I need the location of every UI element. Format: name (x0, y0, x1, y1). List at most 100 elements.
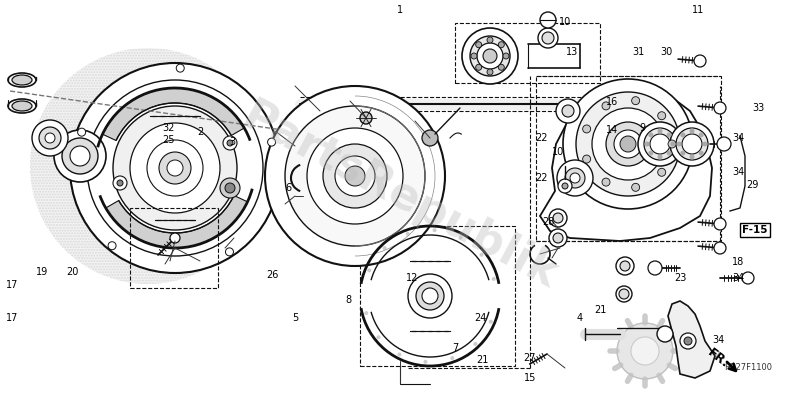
Circle shape (680, 333, 696, 349)
Circle shape (406, 232, 410, 236)
Circle shape (677, 141, 682, 147)
Circle shape (538, 28, 558, 48)
Text: 30: 30 (660, 47, 672, 57)
Circle shape (602, 178, 610, 186)
Text: 21: 21 (594, 305, 606, 315)
Circle shape (565, 168, 585, 188)
Circle shape (364, 311, 368, 315)
Circle shape (558, 179, 572, 193)
Text: 24: 24 (474, 313, 486, 323)
Circle shape (562, 183, 568, 189)
Circle shape (462, 28, 518, 84)
Circle shape (602, 102, 610, 110)
Bar (360, 226, 515, 366)
Circle shape (606, 122, 650, 166)
Text: 10: 10 (559, 17, 571, 27)
Circle shape (422, 130, 438, 146)
Text: 22: 22 (536, 133, 548, 143)
Circle shape (117, 180, 123, 186)
Circle shape (563, 79, 693, 209)
Text: 34: 34 (712, 335, 724, 345)
Circle shape (147, 140, 203, 196)
Circle shape (698, 132, 704, 137)
Circle shape (620, 136, 636, 152)
Text: 34: 34 (732, 273, 744, 283)
Text: 32: 32 (162, 123, 174, 133)
Circle shape (553, 213, 563, 223)
Circle shape (680, 132, 686, 137)
Circle shape (323, 144, 387, 208)
Circle shape (226, 248, 234, 256)
Circle shape (220, 178, 240, 198)
Circle shape (631, 337, 659, 365)
Circle shape (423, 360, 427, 364)
Circle shape (30, 48, 266, 284)
Text: 19: 19 (36, 267, 48, 277)
Circle shape (223, 136, 237, 150)
Circle shape (650, 134, 670, 154)
Circle shape (433, 228, 437, 232)
Circle shape (557, 160, 593, 196)
Circle shape (690, 154, 694, 160)
Circle shape (503, 53, 509, 59)
Text: FR.: FR. (705, 346, 731, 370)
Circle shape (680, 151, 686, 156)
Circle shape (714, 218, 726, 230)
Circle shape (632, 183, 640, 191)
Circle shape (477, 43, 503, 69)
Circle shape (702, 141, 707, 147)
Text: 23: 23 (674, 273, 686, 283)
Circle shape (576, 92, 680, 196)
Circle shape (717, 137, 731, 151)
Text: 27: 27 (524, 353, 536, 363)
Text: 15: 15 (524, 373, 536, 383)
Circle shape (422, 288, 438, 304)
Circle shape (476, 42, 482, 48)
Text: 13: 13 (566, 47, 578, 57)
Circle shape (367, 268, 371, 272)
Text: 26: 26 (266, 270, 278, 280)
Circle shape (638, 122, 682, 166)
Circle shape (549, 229, 567, 247)
Circle shape (87, 80, 263, 256)
Ellipse shape (12, 101, 32, 111)
Circle shape (45, 133, 55, 143)
Circle shape (345, 166, 365, 186)
Circle shape (592, 108, 664, 180)
Text: 14: 14 (606, 125, 618, 135)
Circle shape (644, 128, 676, 160)
Circle shape (382, 246, 386, 250)
Circle shape (335, 156, 375, 196)
Circle shape (32, 120, 68, 156)
Text: 29: 29 (746, 180, 758, 190)
Text: HP27F1100: HP27F1100 (724, 364, 772, 373)
Text: 8: 8 (345, 295, 351, 305)
Circle shape (176, 64, 184, 72)
Text: 17: 17 (6, 280, 18, 290)
Circle shape (39, 127, 61, 149)
Text: 2: 2 (197, 127, 203, 137)
Circle shape (471, 53, 477, 59)
Polygon shape (540, 88, 712, 241)
Circle shape (487, 69, 493, 75)
Circle shape (620, 261, 630, 271)
Text: F-15: F-15 (742, 225, 768, 235)
Circle shape (582, 155, 590, 163)
Text: 7: 7 (452, 343, 458, 353)
Text: 25: 25 (162, 135, 174, 145)
Text: 10: 10 (552, 147, 564, 157)
Circle shape (113, 106, 237, 230)
Text: 34: 34 (732, 133, 744, 143)
Circle shape (714, 242, 726, 254)
Text: 3: 3 (229, 137, 235, 147)
Text: 5: 5 (292, 313, 298, 323)
Text: PartsRepublik: PartsRepublik (235, 95, 565, 297)
Circle shape (489, 320, 493, 324)
Circle shape (632, 97, 640, 105)
Circle shape (108, 242, 116, 250)
Text: 18: 18 (732, 257, 744, 267)
Circle shape (553, 233, 563, 243)
Circle shape (684, 337, 692, 345)
Circle shape (265, 86, 445, 266)
Circle shape (658, 112, 666, 120)
